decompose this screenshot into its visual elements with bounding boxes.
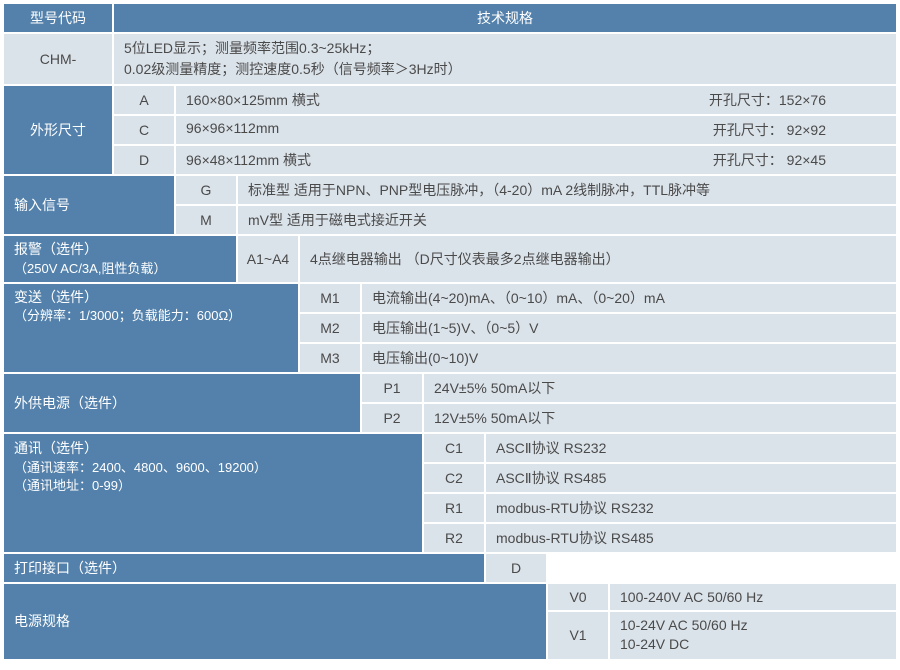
model-desc: 5位LED显示；测量频率范围0.3~25kHz； 0.02级测量精度；测控速度0… bbox=[114, 34, 896, 84]
model-code: CHM- bbox=[4, 34, 112, 84]
power-row: 电源规格 V0 100-240V AC 50/60 Hz V1 10-24V A… bbox=[4, 584, 896, 659]
extpower-desc-p1: 24V±5% 50mA以下 bbox=[424, 374, 896, 402]
power-code-v0: V0 bbox=[548, 584, 608, 610]
power-label: 电源规格 bbox=[4, 584, 546, 659]
extpower-desc-p2: 12V±5% 50mA以下 bbox=[424, 404, 896, 432]
trans-code-m3: M3 bbox=[300, 344, 360, 372]
model-desc-1: 5位LED显示；测量频率范围0.3~25kHz； bbox=[124, 38, 380, 59]
print-row: 打印接口（选件） D bbox=[4, 554, 896, 582]
input-desc-m: mV型 适用于磁电式接近开关 bbox=[238, 206, 896, 234]
print-label: 打印接口（选件） bbox=[4, 554, 484, 582]
trans-desc-m3: 电压输出(0~10)V bbox=[362, 344, 896, 372]
model-row: CHM- 5位LED显示；测量频率范围0.3~25kHz； 0.02级测量精度；… bbox=[4, 34, 896, 84]
input-label: 输入信号 bbox=[4, 176, 174, 234]
alarm-label: 报警（选件） （250V AC/3A,阻性负载） bbox=[4, 236, 236, 282]
hdr-model: 型号代码 bbox=[4, 4, 112, 32]
shape-desc-d: 96×48×112mm 横式开孔尺寸： 92×45 bbox=[176, 146, 896, 174]
print-code: D bbox=[486, 554, 546, 582]
hdr-spec: 技术规格 bbox=[114, 4, 896, 32]
trans-label: 变送（选件） （分辨率：1/3000；负载能力：600Ω） bbox=[4, 284, 298, 372]
trans-code-m1: M1 bbox=[300, 284, 360, 312]
extpower-row: 外供电源（选件） P1 24V±5% 50mA以下 P2 12V±5% 50mA… bbox=[4, 374, 896, 432]
extpower-code-p2: P2 bbox=[362, 404, 422, 432]
input-code-m: M bbox=[176, 206, 236, 234]
alarm-row: 报警（选件） （250V AC/3A,阻性负载） A1~A4 4点继电器输出 （… bbox=[4, 236, 896, 282]
input-options: G 标准型 适用于NPN、PNP型电压脉冲，（4-20）mA 2线制脉冲，TTL… bbox=[176, 176, 896, 234]
extpower-label: 外供电源（选件） bbox=[4, 374, 360, 432]
input-row: 输入信号 G 标准型 适用于NPN、PNP型电压脉冲，（4-20）mA 2线制脉… bbox=[4, 176, 896, 234]
comm-code-r2: R2 bbox=[424, 524, 484, 552]
alarm-desc: 4点继电器输出 （D尺寸仪表最多2点继电器输出） bbox=[300, 236, 896, 282]
comm-code-c2: C2 bbox=[424, 464, 484, 492]
power-desc-v0: 100-240V AC 50/60 Hz bbox=[610, 584, 896, 610]
shape-code-c: C bbox=[114, 116, 174, 144]
shape-desc-a: 160×80×125mm 横式开孔尺寸：152×76 bbox=[176, 86, 896, 114]
input-code-g: G bbox=[176, 176, 236, 204]
extpower-options: P1 24V±5% 50mA以下 P2 12V±5% 50mA以下 bbox=[362, 374, 896, 432]
shape-code-a: A bbox=[114, 86, 174, 114]
comm-desc-c1: ASCⅡ协议 RS232 bbox=[486, 434, 896, 462]
comm-desc-c2: ASCⅡ协议 RS485 bbox=[486, 464, 896, 492]
shape-code-d: D bbox=[114, 146, 174, 174]
alarm-code: A1~A4 bbox=[238, 236, 298, 282]
shape-desc-c: 96×96×112mm开孔尺寸： 92×92 bbox=[176, 116, 896, 144]
header-row: 型号代码 技术规格 bbox=[4, 4, 896, 32]
power-desc-v1: 10-24V AC 50/60 Hz 10-24V DC bbox=[610, 612, 896, 659]
comm-options: C1 ASCⅡ协议 RS232 C2 ASCⅡ协议 RS485 R1 modbu… bbox=[424, 434, 896, 552]
comm-code-c1: C1 bbox=[424, 434, 484, 462]
comm-desc-r2: modbus-RTU协议 RS485 bbox=[486, 524, 896, 552]
spec-table: 型号代码 技术规格 CHM- 5位LED显示；测量频率范围0.3~25kHz； … bbox=[4, 4, 896, 659]
comm-code-r1: R1 bbox=[424, 494, 484, 522]
input-desc-g: 标准型 适用于NPN、PNP型电压脉冲，（4-20）mA 2线制脉冲，TTL脉冲… bbox=[238, 176, 896, 204]
comm-desc-r1: modbus-RTU协议 RS232 bbox=[486, 494, 896, 522]
trans-options: M1 电流输出(4~20)mA、（0~10）mA、（0~20）mA M2 电压输… bbox=[300, 284, 896, 372]
model-desc-2: 0.02级测量精度；测控速度0.5秒（信号频率＞3Hz时） bbox=[124, 59, 462, 80]
trans-desc-m2: 电压输出(1~5)V、（0~5）V bbox=[362, 314, 896, 342]
power-options: V0 100-240V AC 50/60 Hz V1 10-24V AC 50/… bbox=[548, 584, 896, 659]
comm-row: 通讯（选件） （通讯速率：2400、4800、9600、19200） （通讯地址… bbox=[4, 434, 896, 552]
shape-label: 外形尺寸 bbox=[4, 86, 112, 174]
trans-row: 变送（选件） （分辨率：1/3000；负载能力：600Ω） M1 电流输出(4~… bbox=[4, 284, 896, 372]
extpower-code-p1: P1 bbox=[362, 374, 422, 402]
trans-code-m2: M2 bbox=[300, 314, 360, 342]
trans-desc-m1: 电流输出(4~20)mA、（0~10）mA、（0~20）mA bbox=[362, 284, 896, 312]
shape-row: 外形尺寸 A 160×80×125mm 横式开孔尺寸：152×76 C 96×9… bbox=[4, 86, 896, 174]
power-code-v1: V1 bbox=[548, 612, 608, 659]
shape-options: A 160×80×125mm 横式开孔尺寸：152×76 C 96×96×112… bbox=[114, 86, 896, 174]
comm-label: 通讯（选件） （通讯速率：2400、4800、9600、19200） （通讯地址… bbox=[4, 434, 422, 552]
